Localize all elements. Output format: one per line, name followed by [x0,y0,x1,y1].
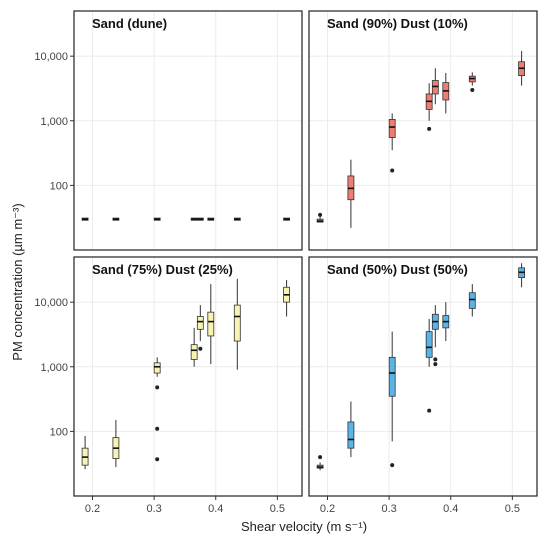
panel-1: Sand (dune) [73,10,303,251]
panel-title: Sand (50%) Dust (50%) [327,262,468,277]
x-tick-label: 0.3 [146,503,161,515]
panel-border [308,10,538,251]
box [112,420,120,468]
box-body [190,344,198,360]
box [468,72,476,92]
panels: Sand (dune) Sand (90%) Dust (10%) Sand (75… [73,10,538,497]
outlier-point [318,455,323,460]
outlier-point [470,87,475,92]
box [388,113,396,173]
box [518,263,525,288]
box [468,284,476,317]
y-tick-label: 1,000 [40,116,68,128]
box [190,327,198,367]
panel-border [73,256,303,497]
outlier-point [390,463,395,468]
box [425,318,433,413]
x-tick-label: 0.2 [85,503,100,515]
y-ticks: 100 1,000 10,000 100 1,000 10,000 [34,51,74,438]
box [190,217,198,221]
box-body [196,316,204,330]
outlier-point [390,168,395,173]
box [196,305,204,351]
panel-4: Sand (50%) Dust (50%) [308,256,538,497]
box [196,217,204,221]
panel-3: Sand (75%) Dust (25%) [73,256,303,497]
box-body [207,311,215,337]
box [347,401,355,458]
box [431,305,439,367]
x-tick-label: 0.5 [270,503,285,515]
box [425,83,433,131]
box [207,217,215,221]
box [442,302,450,342]
y-axis-label: PM concentration (µm m⁻³) [10,203,25,360]
panel-background [309,11,537,250]
box [233,217,241,221]
panel-title: Sand (75%) Dust (25%) [92,262,233,277]
y-tick-label: 10,000 [34,51,68,63]
outlier-point [433,357,438,362]
outlier-point [155,385,160,390]
box-body [347,421,355,449]
panel-title: Sand (dune) [92,16,167,31]
box [283,280,290,317]
y-tick-label: 10,000 [34,297,68,309]
box [153,217,161,221]
box [283,217,290,221]
y-tick-label: 100 [50,180,68,192]
outlier-point [427,126,432,131]
box [81,435,89,470]
y-axis: 100 1,000 10,000 100 1,000 10,000 PM concentr… [10,51,74,438]
x-axis-label: Shear velocity (m s⁻¹) [241,519,367,534]
panel-border [308,256,538,497]
x-axis: 0.2 0.3 0.4 0.5 0.2 0.3 0.4 0.5 Shear velocity … [85,496,520,534]
x-tick-label: 0.4 [208,503,223,515]
outlier-point [155,457,160,462]
outlier-point [427,408,432,413]
box-body [468,292,476,309]
box-body [388,356,396,397]
box [347,159,355,228]
outlier-point [433,362,438,367]
box [431,68,439,105]
box [388,331,396,468]
x-ticks: 0.2 0.3 0.4 0.5 0.2 0.3 0.4 0.5 [85,496,520,515]
y-tick-label: 1,000 [40,362,68,374]
box-body [153,362,161,374]
y-tick-label: 100 [50,426,68,438]
box [316,212,324,223]
box [233,278,241,370]
outlier-point [318,212,323,217]
box [112,217,120,221]
panel-background [74,11,302,250]
box [316,455,324,471]
box-body [388,119,396,138]
outlier-point [155,426,160,431]
panel-background [74,257,302,496]
panel-title: Sand (90%) Dust (10%) [327,16,468,31]
x-tick-label: 0.4 [443,503,458,515]
box [518,51,525,86]
x-tick-label: 0.3 [381,503,396,515]
box-body [233,304,241,342]
box [207,284,215,365]
x-tick-label: 0.5 [505,503,520,515]
x-tick-label: 0.2 [320,503,335,515]
box [442,72,450,114]
outlier-point [198,346,203,351]
panel-background [309,257,537,496]
panel-border [73,10,303,251]
box [81,217,89,221]
panel-2: Sand (90%) Dust (10%) [308,10,538,251]
box [153,357,161,462]
box-body [425,331,433,358]
